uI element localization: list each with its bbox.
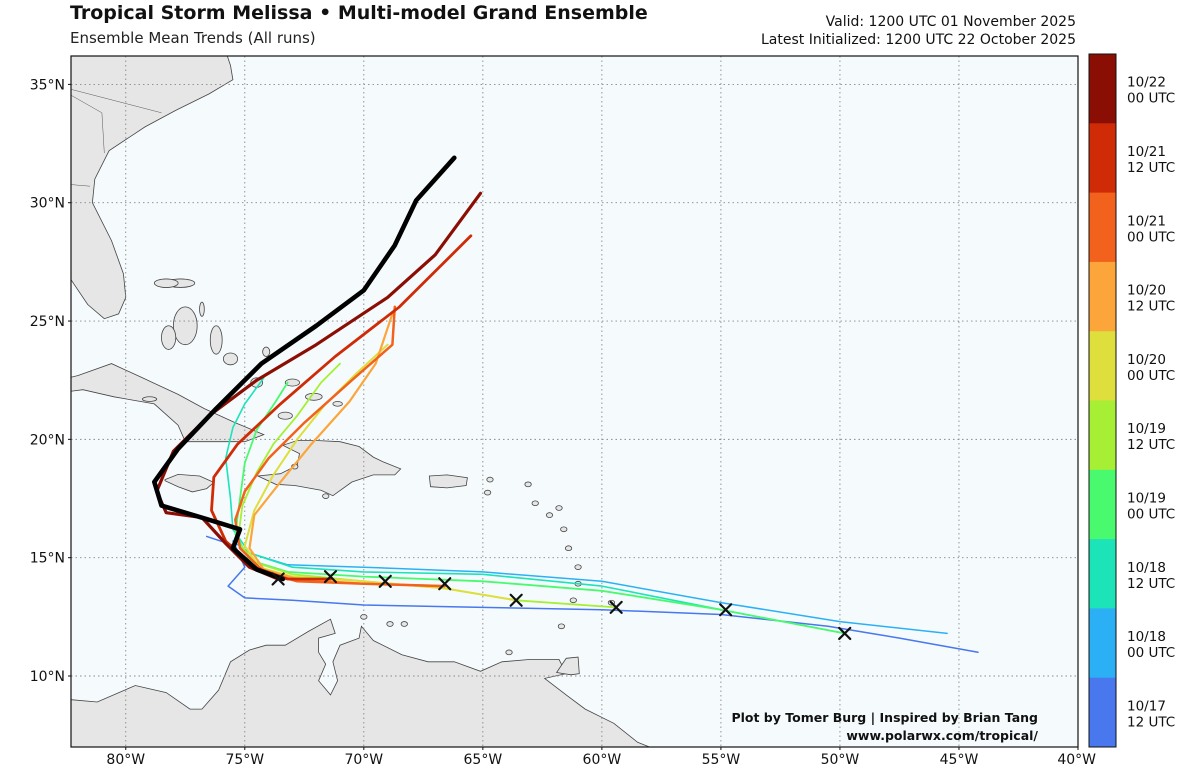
land-north-america bbox=[71, 56, 234, 320]
antilles-island bbox=[531, 500, 539, 507]
bahamas-island bbox=[222, 352, 239, 366]
observed-position-marker bbox=[271, 572, 285, 586]
ensemble-mean-track bbox=[205, 535, 979, 654]
antilles-island bbox=[386, 621, 394, 627]
lat-tick-label: 30°N bbox=[30, 196, 65, 212]
observed-position-marker bbox=[509, 593, 523, 607]
land-puerto-rico bbox=[428, 474, 468, 489]
lon-tick-label: 65°W bbox=[464, 752, 503, 768]
ensemble-mean-track bbox=[152, 155, 457, 582]
antilles-island bbox=[524, 481, 532, 488]
credit-url: www.polarwx.com/tropical/ bbox=[846, 728, 1038, 743]
bahamas-island bbox=[209, 325, 223, 355]
lat-tick-label: 10°N bbox=[30, 669, 65, 685]
land-south-america bbox=[71, 618, 650, 747]
land-hispaniola bbox=[256, 440, 402, 497]
observed-position-marker bbox=[378, 574, 392, 588]
political-border bbox=[7, 84, 24, 183]
lon-tick-label: 55°W bbox=[702, 752, 741, 768]
map-subtitle: Ensemble Mean Trends (All runs) bbox=[70, 29, 316, 47]
ensemble-tracks bbox=[152, 155, 979, 654]
antilles-island bbox=[569, 597, 577, 604]
lon-tick-label: 50°W bbox=[821, 752, 860, 768]
bahamas-island bbox=[284, 378, 300, 387]
lon-tick-label: 75°W bbox=[225, 752, 264, 768]
antilles-island bbox=[322, 493, 330, 499]
lat-tick-label: 25°N bbox=[30, 314, 65, 330]
ensemble-mean-track bbox=[234, 305, 447, 588]
land-cuba bbox=[71, 363, 265, 443]
political-border bbox=[0, 47, 221, 48]
bahamas-island bbox=[262, 346, 271, 357]
lat-tick-label: 15°N bbox=[30, 551, 65, 567]
political-border bbox=[71, 89, 162, 114]
antilles-island bbox=[574, 564, 582, 570]
bahamas-island bbox=[277, 411, 293, 420]
observed-position-marker bbox=[323, 570, 338, 584]
observed-position-marker bbox=[609, 600, 623, 614]
ensemble-mean-track bbox=[248, 312, 446, 588]
credit-line: Plot by Tomer Burg | Inspired by Brian T… bbox=[731, 710, 1038, 725]
lon-tick-label: 80°W bbox=[106, 752, 145, 768]
map-title: Tropical Storm Melissa • Multi-model Gra… bbox=[70, 2, 648, 24]
observed-position-marker bbox=[719, 603, 733, 617]
bahamas-island bbox=[161, 325, 177, 350]
bahamas-island bbox=[142, 396, 158, 402]
map-frame bbox=[70, 55, 1079, 748]
antilles-island bbox=[505, 649, 513, 656]
antilles-island bbox=[400, 621, 408, 627]
bahamas-island bbox=[332, 401, 343, 407]
lon-tick-label: 40°W bbox=[1057, 752, 1096, 768]
bahamas-island bbox=[199, 301, 205, 317]
land-trinidad bbox=[555, 656, 580, 676]
bahamas-island bbox=[153, 278, 179, 288]
lon-tick-label: 45°W bbox=[940, 752, 979, 768]
lon-tick-label: 60°W bbox=[583, 752, 622, 768]
antilles-island bbox=[557, 623, 566, 630]
antilles-island bbox=[486, 476, 494, 483]
observed-position-marker bbox=[438, 577, 452, 591]
ensemble-mean-track bbox=[155, 191, 483, 581]
political-border bbox=[71, 94, 105, 154]
map-axes: 10°N 15°N 20°N 25°N 30°N 35°N 80°W 75°W 70°W 65°W… bbox=[30, 77, 1096, 768]
land-masses bbox=[0, 47, 650, 747]
lat-tick-label: 20°N bbox=[30, 432, 65, 448]
antilles-island bbox=[484, 489, 492, 496]
antilles-island bbox=[545, 512, 554, 518]
valid-time: Valid: 1200 UTC 01 November 2025 bbox=[825, 14, 1076, 30]
observed-positions bbox=[271, 570, 852, 641]
bahamas-island bbox=[172, 306, 198, 346]
lon-tick-label: 70°W bbox=[344, 752, 383, 768]
antilles-island bbox=[560, 526, 568, 533]
latest-initialized-time: Latest Initialized: 1200 UTC 22 October … bbox=[760, 32, 1076, 48]
observed-position-marker bbox=[838, 626, 852, 641]
land-jamaica bbox=[164, 473, 215, 493]
antilles-island bbox=[564, 545, 573, 552]
lat-tick-label: 35°N bbox=[30, 77, 65, 93]
antilles-island bbox=[555, 505, 563, 511]
ocean-background bbox=[71, 56, 1078, 747]
